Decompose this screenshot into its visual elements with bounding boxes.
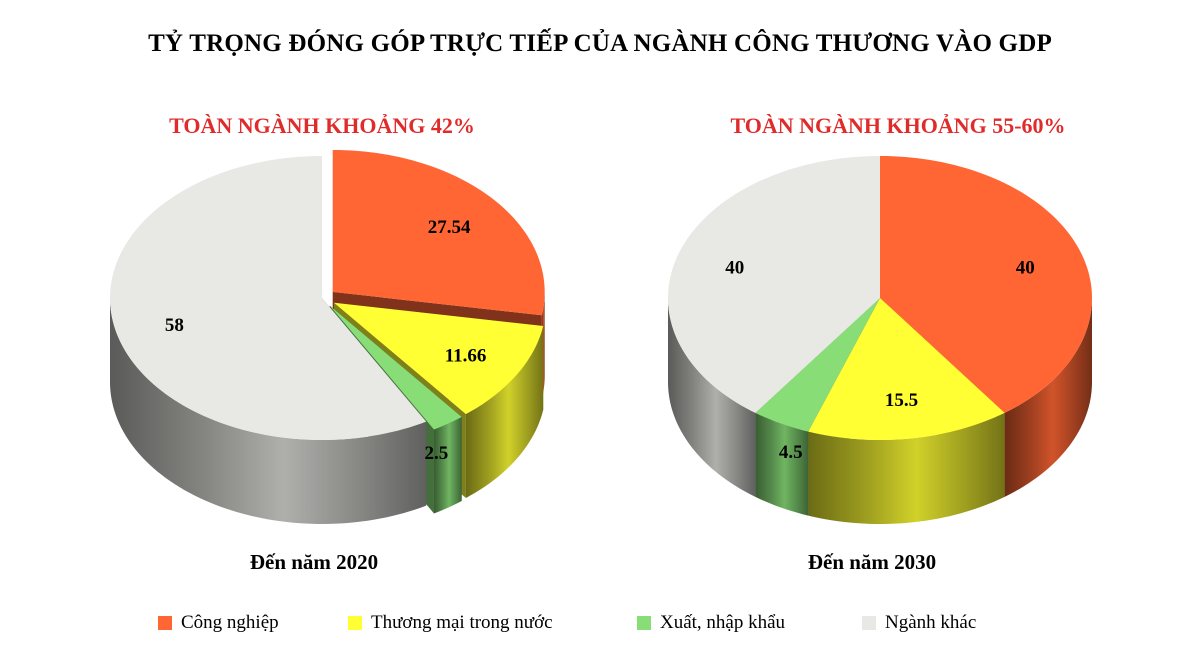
data-label-thuong-mai-trong-nuoc: 11.66: [445, 346, 487, 367]
pie-side-thuong-mai-trong-nuoc: [808, 412, 1005, 524]
pie-side-nganh-khac: [668, 298, 756, 497]
legend-label: Xuất, nhập khẩu: [660, 612, 786, 633]
pie-side-thuong-mai-trong-nuoc: [465, 326, 544, 498]
pie-side-nganh-khac: [110, 298, 427, 524]
legend-item-nganh-khac: Ngành khác: [862, 611, 976, 635]
data-label-xuat-nhap-khau: 2.5: [425, 443, 449, 464]
pie-charts-canvas: 27.54 11.66 2.5 58 TOÀN NGÀNH KHOẢNG 42% Đến …: [110, 113, 1092, 574]
data-label-thuong-mai-trong-nuoc: 15.5: [885, 390, 918, 411]
legend-label: Công nghiệp: [181, 612, 279, 633]
data-label-nganh-khac: 58: [165, 315, 184, 336]
legend-swatch: [637, 616, 651, 630]
legend-label: Ngành khác: [885, 612, 977, 633]
data-label-cong-nghiep: 27.54: [428, 217, 471, 238]
chart-caption: Đến năm 2020: [250, 550, 378, 574]
pie-chart-2: 40 15.5 4.5 40 TOÀN NGÀNH KHOẢNG 55-60% Đến n…: [668, 113, 1092, 574]
data-label-cong-nghiep: 40: [1016, 257, 1035, 278]
legend: Công nghiệp Thương mại trong nước Xuất, nh…: [0, 611, 1200, 635]
pie-slice-nganh-khac: [668, 156, 880, 413]
legend-swatch: [348, 616, 362, 630]
pie-chart-1: 27.54 11.66 2.5 58 TOÀN NGÀNH KHOẢNG 42% Đến …: [110, 113, 545, 574]
chart-headline: TOÀN NGÀNH KHOẢNG 55-60%: [730, 113, 1065, 138]
pie-side-xuat-nhap-khau: [433, 416, 462, 514]
pie-slice-thuong-mai-trong-nuoc: [334, 302, 544, 414]
pie-slice-cong-nghiep: [880, 156, 1092, 413]
pie-slice-nganh-khac: [110, 156, 427, 440]
legend-item-cong-nghiep: Công nghiệp: [158, 611, 279, 635]
data-label-nganh-khac: 40: [725, 257, 744, 278]
legend-item-thuong-mai-trong-nuoc: Thương mại trong nước: [348, 611, 553, 635]
pie-slice-thuong-mai-trong-nuoc: [808, 298, 1005, 440]
data-label-xuat-nhap-khau: 4.5: [779, 442, 803, 463]
pie-slice-xuat-nhap-khau: [755, 298, 880, 432]
pie-side-xuat-nhap-khau: [755, 412, 809, 516]
pie-slice-cong-nghiep: [332, 149, 545, 316]
legend-swatch: [158, 616, 172, 630]
pie-slice-xuat-nhap-khau: [329, 305, 462, 430]
chart-headline: TOÀN NGÀNH KHOẢNG 42%: [169, 113, 475, 138]
legend-label: Thương mại trong nước: [371, 612, 553, 633]
legend-swatch: [862, 616, 876, 630]
chart-caption: Đến năm 2030: [808, 550, 936, 574]
legend-item-xuat-nhap-khau: Xuất, nhập khẩu: [637, 611, 785, 635]
pie-side-cong-nghiep: [1004, 298, 1092, 497]
chart-title: TỶ TRỌNG ĐÓNG GÓP TRỰC TIẾP CỦA NGÀNH CÔ…: [148, 30, 1052, 57]
